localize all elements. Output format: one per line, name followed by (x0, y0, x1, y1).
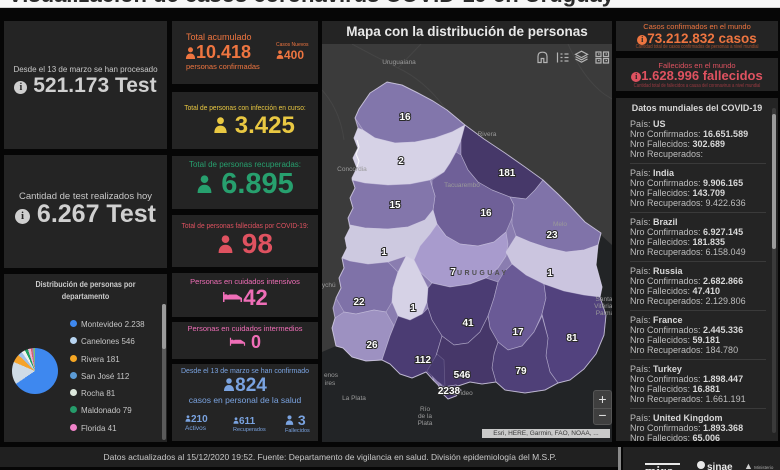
svg-text:15: 15 (389, 200, 401, 211)
svg-text:ires: ires (325, 380, 336, 387)
svg-text:79: 79 (515, 366, 527, 377)
svg-text:Palmar: Palmar (596, 310, 612, 317)
svg-text:de la: de la (418, 413, 432, 420)
svg-text:41: 41 (462, 318, 474, 329)
svg-text:URUGUAY: URUGUAY (457, 270, 509, 277)
svg-text:2238: 2238 (438, 386, 461, 397)
svg-text:Concordia: Concordia (337, 166, 367, 173)
svg-text:26: 26 (366, 340, 378, 351)
svg-text:181: 181 (499, 168, 516, 179)
svg-text:112: 112 (415, 355, 432, 366)
svg-text:La Plata: La Plata (342, 395, 366, 402)
svg-text:1: 1 (547, 268, 553, 279)
svg-text:Río: Río (420, 406, 431, 413)
svg-text:Rivera: Rivera (478, 131, 497, 138)
svg-text:enos: enos (324, 372, 339, 379)
svg-text:17: 17 (512, 327, 524, 338)
svg-text:81: 81 (566, 333, 578, 344)
svg-text:Plata: Plata (418, 420, 433, 427)
svg-text:Tacuarembó: Tacuarembó (444, 182, 480, 189)
svg-text:Melo: Melo (553, 221, 567, 228)
svg-text:Santa: Santa (596, 296, 613, 303)
svg-text:546: 546 (454, 370, 471, 381)
svg-text:Vitória d: Vitória d (594, 303, 612, 310)
svg-text:16: 16 (399, 112, 411, 123)
svg-text:7: 7 (450, 267, 456, 278)
svg-text:2: 2 (398, 156, 404, 167)
svg-text:23: 23 (546, 230, 558, 241)
svg-text:Montevideo: Montevideo (439, 390, 473, 397)
svg-text:16: 16 (480, 208, 492, 219)
svg-text:Uruguaiana: Uruguaiana (382, 59, 416, 66)
svg-text:aychú: aychú (322, 282, 336, 289)
svg-text:1: 1 (381, 247, 387, 258)
svg-text:22: 22 (353, 297, 365, 308)
svg-text:1: 1 (410, 303, 416, 314)
